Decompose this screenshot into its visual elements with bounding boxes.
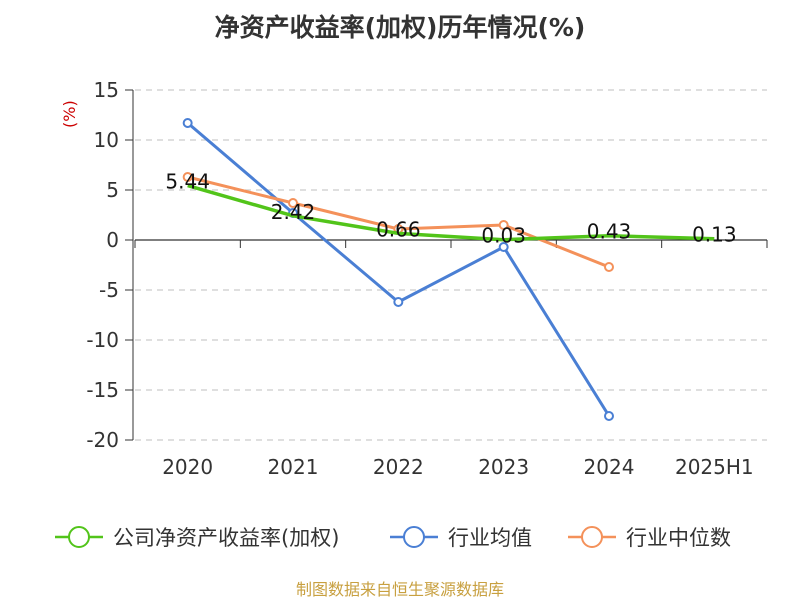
- legend-label: 行业均值: [448, 526, 532, 550]
- chart-title: 净资产收益率(加权)历年情况(%): [214, 13, 586, 42]
- series-point: [498, 220, 509, 230]
- series-point: [182, 118, 193, 128]
- series-line: [186, 121, 611, 417]
- series-point: [393, 297, 404, 307]
- data-source-note: 制图数据来自恒生聚源数据库: [295, 580, 504, 599]
- data-label: 0.43: [587, 220, 632, 244]
- y-tick-label: 0: [106, 228, 119, 252]
- legend-symbol-marker: [68, 526, 90, 548]
- series-point: [288, 198, 298, 208]
- data-label: 0.03: [481, 224, 526, 248]
- series-point: [498, 242, 509, 252]
- series-point: [182, 172, 193, 182]
- y-tick-label: -5: [99, 278, 119, 302]
- x-tick-label: 2020: [162, 455, 213, 479]
- legend-symbol-marker: [403, 526, 425, 548]
- data-label: 5.44: [165, 170, 210, 194]
- y-tick-label: -10: [86, 328, 119, 352]
- y-tick-label: -15: [86, 378, 119, 402]
- x-tick-label: 2025H1: [675, 455, 754, 479]
- y-tick-label: 5: [106, 178, 119, 202]
- legend-symbol-marker: [581, 526, 603, 548]
- x-tick-label: 2023: [478, 455, 529, 479]
- y-tick-label: -20: [86, 428, 119, 452]
- legend-label: 行业中位数: [626, 526, 731, 550]
- data-label: 0.66: [376, 217, 421, 241]
- x-tick-label: 2024: [584, 455, 635, 479]
- data-label: 2.42: [271, 200, 316, 224]
- data-label: 0.13: [692, 223, 737, 247]
- y-tick-label: 10: [94, 128, 119, 152]
- series-point: [604, 262, 614, 272]
- legend-label: 公司净资产收益率(加权): [113, 526, 339, 550]
- y-tick-label: 15: [94, 78, 119, 102]
- series-point: [604, 411, 614, 421]
- series-line: [187, 183, 715, 242]
- x-tick-label: 2021: [268, 455, 319, 479]
- x-tick-label: 2022: [373, 455, 424, 479]
